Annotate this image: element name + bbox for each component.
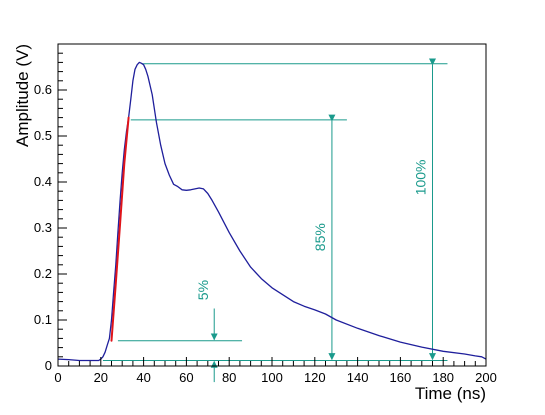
- label-85-percent: 85%: [312, 223, 328, 251]
- x-tick-label: 40: [136, 370, 150, 385]
- series-layer: [57, 61, 487, 362]
- x-tick-label: 160: [390, 370, 412, 385]
- y-tick-label: 0.3: [34, 220, 52, 235]
- y-tick-label: 0.4: [34, 174, 52, 189]
- x-tick-label: 100: [261, 370, 283, 385]
- x-tick-label: 80: [222, 370, 236, 385]
- x-tick-label: 60: [179, 370, 193, 385]
- y-tick-label: 0: [45, 358, 52, 373]
- label-100-percent: 100%: [413, 159, 429, 195]
- y-tick-label: 0.5: [34, 128, 52, 143]
- rising-edge-fit-line: [110, 116, 130, 342]
- x-tick-label: 120: [304, 370, 326, 385]
- signal-waveform-line: [57, 61, 487, 362]
- axes-layer: 0 20 40 60 80 100 120 140 160 180 200 0 0.1 0.2 0.3 0.4…: [34, 43, 497, 385]
- x-tick-label: 20: [94, 370, 108, 385]
- y-tick-label: 0.1: [34, 312, 52, 327]
- annotations-layer: 5% 85% 100%: [102, 58, 448, 383]
- y-axis-title: Amplitude (V): [13, 44, 32, 147]
- y-tick-label: 0.2: [34, 266, 52, 281]
- y-tick-label: 0.6: [34, 82, 52, 97]
- x-tick-label: 180: [432, 370, 454, 385]
- x-tick-label: 140: [347, 370, 369, 385]
- x-axis-title: Time (ns): [415, 384, 486, 403]
- x-tick-label: 200: [475, 370, 497, 385]
- label-5-percent: 5%: [195, 280, 211, 300]
- x-tick-label: 0: [54, 370, 61, 385]
